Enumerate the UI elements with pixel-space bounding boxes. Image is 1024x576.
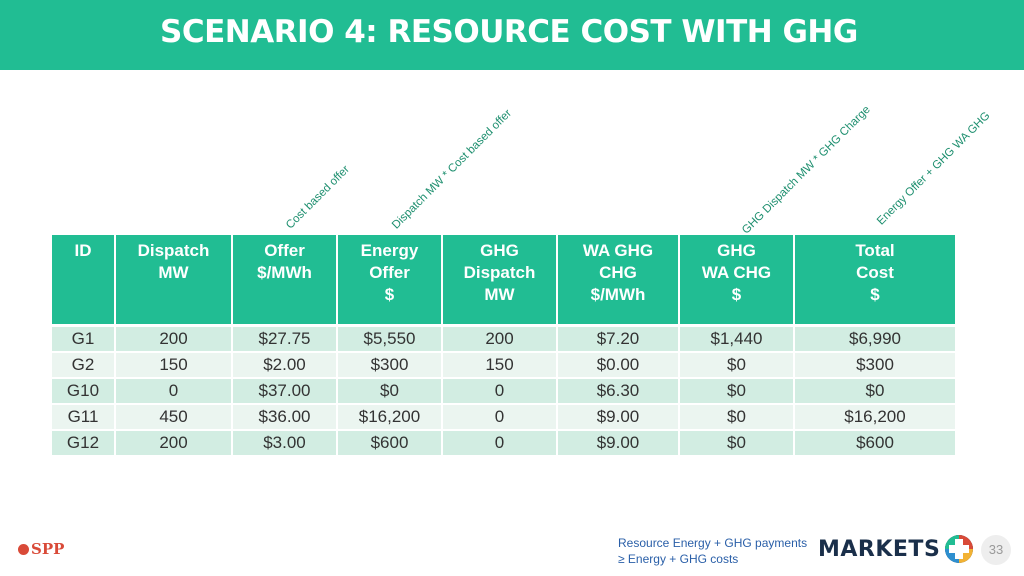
cell-energy-offer: $0 — [337, 378, 443, 405]
cell-id: G1 — [52, 325, 116, 353]
cell-ghg-wa-chg: $0 — [679, 430, 795, 457]
footer-note: Resource Energy + GHG payments ≥ Energy … — [618, 535, 807, 567]
cell-total-cost: $16,200 — [794, 404, 955, 431]
table-row: G10 0 $37.00 $0 0 $6.30 $0 $0 — [52, 378, 955, 405]
footer-note-line1: Resource Energy + GHG payments — [618, 536, 808, 550]
cell-offer: $27.75 — [232, 325, 338, 353]
spp-logo: SPP — [18, 540, 64, 558]
annotation-total-cost: Energy Offer + GHG WA GHG — [875, 109, 993, 228]
table-row: G12 200 $3.00 $600 0 $9.00 $0 $600 — [52, 430, 955, 457]
cell-offer: $2.00 — [232, 352, 338, 379]
cell-total-cost: $300 — [794, 352, 955, 379]
plus-badge-icon — [945, 535, 974, 563]
cell-id: G2 — [52, 352, 116, 379]
cell-offer: $3.00 — [232, 430, 338, 457]
cell-dispatch-mw: 200 — [115, 430, 233, 457]
header-total-cost: Total Cost $ — [794, 235, 955, 327]
header-ghg-dispatch: GHG Dispatch MW — [442, 235, 558, 327]
table-row: G2 150 $2.00 $300 150 $0.00 $0 $300 — [52, 352, 955, 379]
cell-ghg-dispatch: 0 — [442, 430, 558, 457]
annotation-offer: Cost based offer — [284, 163, 353, 232]
cell-wa-ghg-chg: $7.20 — [557, 325, 680, 353]
cell-wa-ghg-chg: $9.00 — [557, 430, 680, 457]
cell-energy-offer: $600 — [337, 430, 443, 457]
cell-dispatch-mw: 150 — [115, 352, 233, 379]
header-offer: Offer $/MWh — [232, 235, 338, 327]
cell-wa-ghg-chg: $6.30 — [557, 378, 680, 405]
cell-dispatch-mw: 200 — [115, 325, 233, 353]
cell-ghg-wa-chg: $0 — [679, 352, 795, 379]
markets-logo-text: MARKETS — [818, 536, 941, 562]
cell-id: G11 — [52, 404, 116, 431]
header-id: ID — [52, 235, 116, 327]
header-ghg-wa-chg: GHG WA CHG $ — [679, 235, 795, 327]
page-number: 33 — [981, 535, 1011, 565]
cell-energy-offer: $300 — [337, 352, 443, 379]
title-bar: SCENARIO 4: RESOURCE COST WITH GHG — [0, 0, 1024, 70]
cell-offer: $36.00 — [232, 404, 338, 431]
cell-ghg-dispatch: 200 — [442, 325, 558, 353]
cell-total-cost: $6,990 — [794, 325, 955, 353]
footer-note-line2: ≥ Energy + GHG costs — [618, 552, 739, 566]
table-row: G11 450 $36.00 $16,200 0 $9.00 $0 $16,20… — [52, 404, 955, 431]
cell-wa-ghg-chg: $9.00 — [557, 404, 680, 431]
slide-title: SCENARIO 4: RESOURCE COST WITH GHG — [160, 14, 858, 50]
spp-logo-text: SPP — [31, 540, 65, 558]
annotation-energy-offer: Dispatch MW * Cost based offer — [390, 107, 515, 232]
table-header-row: ID Dispatch MW Offer $/MWh Energy Offer $ GH… — [52, 235, 955, 327]
cell-ghg-wa-chg: $0 — [679, 404, 795, 431]
cell-energy-offer: $5,550 — [337, 325, 443, 353]
cell-total-cost: $0 — [794, 378, 955, 405]
cell-wa-ghg-chg: $0.00 — [557, 352, 680, 379]
cell-total-cost: $600 — [794, 430, 955, 457]
annotation-ghg-wa-chg: GHG Dispatch MW * GHG Charge — [740, 103, 873, 237]
header-energy-offer: Energy Offer $ — [337, 235, 443, 327]
cell-ghg-dispatch: 0 — [442, 378, 558, 405]
cell-ghg-wa-chg: $0 — [679, 378, 795, 405]
cell-dispatch-mw: 450 — [115, 404, 233, 431]
cell-id: G10 — [52, 378, 116, 405]
spp-swirl-icon — [18, 543, 29, 555]
cell-energy-offer: $16,200 — [337, 404, 443, 431]
table-row: G1 200 $27.75 $5,550 200 $7.20 $1,440 $6… — [52, 325, 955, 353]
cell-offer: $37.00 — [232, 378, 338, 405]
markets-plus-logo: MARKETS — [818, 534, 974, 564]
resource-cost-table: ID Dispatch MW Offer $/MWh Energy Offer $ GH… — [52, 235, 955, 457]
header-wa-ghg-chg: WA GHG CHG $/MWh — [557, 235, 680, 327]
cell-ghg-dispatch: 0 — [442, 404, 558, 431]
header-dispatch-mw: Dispatch MW — [115, 235, 233, 327]
cell-ghg-dispatch: 150 — [442, 352, 558, 379]
cell-id: G12 — [52, 430, 116, 457]
cell-dispatch-mw: 0 — [115, 378, 233, 405]
cell-ghg-wa-chg: $1,440 — [679, 325, 795, 353]
